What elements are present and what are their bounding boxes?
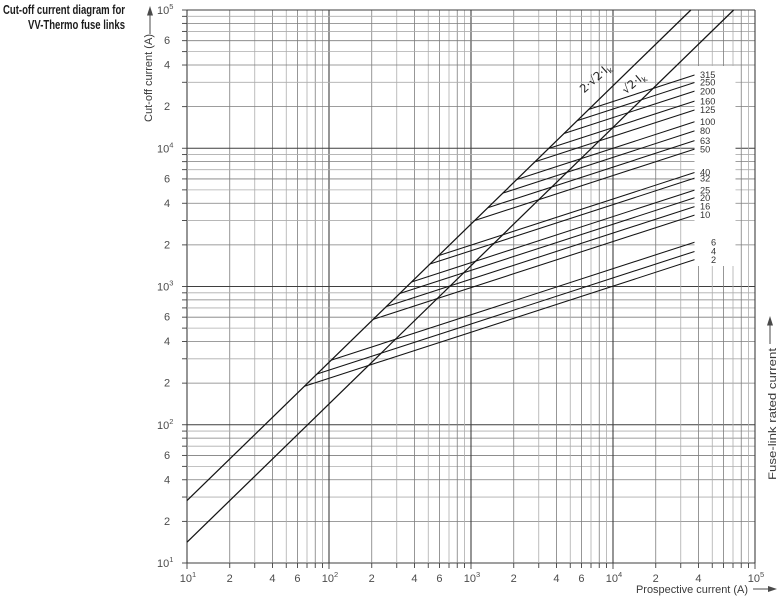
fuse-link-curve (372, 214, 696, 320)
y-tick-label: 6 (164, 173, 170, 185)
y-tick-label: 6 (164, 450, 170, 462)
x-tick-label: 4 (411, 573, 417, 585)
chart-title-line2: VV-Thermo fuse links (28, 18, 125, 32)
chart-title-line1: Cut-off current diagram for (3, 3, 125, 17)
fuse-link-curve (429, 177, 696, 265)
fuse-link-curve (577, 81, 696, 122)
fuse-rating-label: 32 (700, 173, 710, 183)
fuse-link-curve (563, 90, 696, 134)
x-tick-label: 2 (653, 573, 659, 585)
fuse-link-curve (411, 189, 696, 283)
rating-label-box (694, 66, 736, 266)
fuse-rating-label: 50 (700, 144, 710, 154)
fuse-rating-label: 20 (700, 193, 710, 203)
x-tick-label: 4 (269, 573, 275, 585)
fuse-rating-label: 6 (711, 237, 716, 247)
fuse-link-curve (474, 148, 696, 221)
y-tick-label: 2 (164, 516, 170, 528)
fuse-rating-label: 100 (700, 117, 715, 127)
x-axis-caption: Prospective current (A) (636, 584, 748, 596)
fuse-link-curve (534, 109, 696, 163)
x-tick-label: 6 (578, 573, 584, 585)
fuse-link-curve (548, 100, 696, 150)
fuse-link-curve (304, 258, 696, 387)
fuse-link-curve (399, 197, 696, 294)
fuse-rating-label: 16 (700, 202, 710, 212)
x-axis-arrow-icon (753, 586, 777, 592)
x-tick-label: 4 (553, 573, 559, 585)
axis-tick-marks (182, 9, 756, 569)
fuse-rating-label: 125 (700, 105, 715, 115)
fuse-link-curve (516, 121, 696, 180)
fuse-rating-label: 25 (700, 185, 710, 195)
fuse-link-curve (502, 130, 696, 194)
y-tick-label: 2 (164, 239, 170, 251)
y-tick-label: 2 (164, 378, 170, 390)
fuse-link-curve (316, 250, 696, 375)
fuse-rating-label: 63 (700, 136, 710, 146)
reference-line (186, 9, 735, 543)
y-tick-label: 4 (164, 60, 170, 72)
fuse-rating-label: 2 (711, 255, 716, 265)
x-tick-label: 6 (436, 573, 442, 585)
fuse-rating-label: 250 (700, 78, 715, 88)
fuse-link-curve (385, 205, 696, 308)
fuse-rating-label: 80 (700, 126, 710, 136)
grid-lines (186, 9, 756, 564)
y-tick-label: 4 (164, 198, 170, 210)
y-axis-caption: Cut-off current (A) (143, 34, 155, 122)
x-tick-label: 2 (369, 573, 375, 585)
y-tick-label: 4 (164, 336, 170, 348)
right-axis-arrow-icon (767, 316, 773, 344)
fuse-link-curve (588, 74, 696, 110)
y-axis-arrow-icon (147, 6, 153, 34)
x-tick-label: 2 (227, 573, 233, 585)
y-tick-label: 6 (164, 35, 170, 47)
y-tick-label: 2 (164, 101, 170, 113)
fuse-rating-label: 40 (700, 168, 710, 178)
x-tick-label: 2 (511, 573, 517, 585)
fuse-rating-label: 4 (711, 247, 716, 257)
fuse-link-curve (331, 241, 696, 361)
fuse-rating-label: 160 (700, 96, 715, 106)
x-tick-label: 4 (695, 573, 701, 585)
right-axis-caption: Fuse-link rated current (767, 348, 779, 480)
curves (186, 9, 735, 543)
fuse-link-curve (438, 171, 696, 257)
fuse-link-curve (487, 139, 696, 209)
x-tick-label: 6 (294, 573, 300, 585)
y-tick-label: 6 (164, 312, 170, 324)
fuse-rating-label: 200 (700, 86, 715, 96)
y-tick-label: 4 (164, 474, 170, 486)
fuse-rating-label: 315 (700, 70, 715, 80)
fuse-rating-label: 10 (700, 210, 710, 220)
